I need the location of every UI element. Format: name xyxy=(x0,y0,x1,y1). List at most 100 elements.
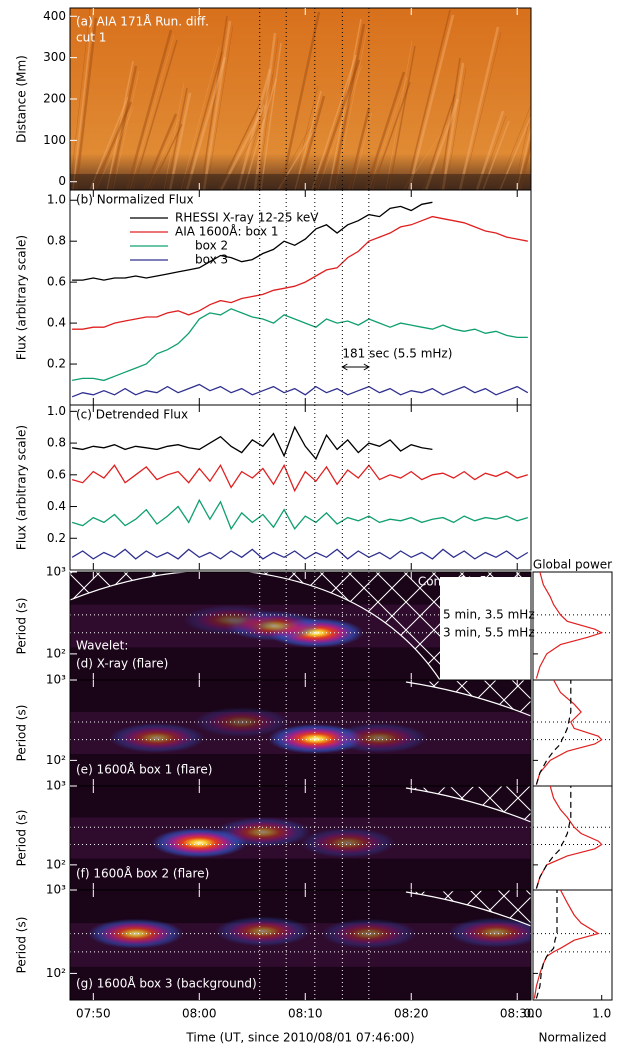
panel-title: (e) 1600Å box 1 (flare) xyxy=(76,762,212,777)
y-tick-label: 0.2 xyxy=(47,531,66,545)
global-power-title: Global power xyxy=(533,558,612,572)
y-tick-label: 10³ xyxy=(46,883,66,897)
image-streak xyxy=(462,31,502,190)
legend-label: box 3 xyxy=(195,253,228,267)
legend-label: AIA 1600Å: box 1 xyxy=(175,224,279,239)
cone-of-influence xyxy=(406,786,531,822)
image-streak xyxy=(518,137,531,190)
global-power-frame xyxy=(532,785,613,891)
y-tick-label: 0.6 xyxy=(47,467,66,481)
y-tick-label: 400 xyxy=(43,9,66,23)
wavelet-hotspot xyxy=(214,916,311,947)
y-tick-label: 0.2 xyxy=(47,357,66,371)
wavelet-hotspot xyxy=(320,918,417,949)
y-tick-label: 0.6 xyxy=(47,275,66,289)
y-axis-label: Distance (Mm) xyxy=(15,55,29,143)
series-line xyxy=(71,383,529,398)
image-streak xyxy=(132,39,178,190)
image-streak xyxy=(260,42,282,190)
wavelet-hotspot xyxy=(87,918,184,949)
cone-of-influence xyxy=(70,572,531,680)
x-tick-label: 07:50 xyxy=(76,1007,111,1021)
y-axis-label: Period (s) xyxy=(15,598,29,655)
panel-title: (b) Normalized Flux xyxy=(76,193,194,207)
cone-of-influence xyxy=(406,890,531,926)
image-streak xyxy=(236,68,272,190)
wavelet-hotspot xyxy=(331,722,428,753)
image-streak xyxy=(163,82,185,190)
image-streak xyxy=(202,20,232,190)
y-axis-label: Period (s) xyxy=(15,917,29,974)
wavelet-hotspot xyxy=(108,722,205,753)
y-tick-label: 0 xyxy=(58,174,66,188)
x-axis-label: Time (UT, since 2010/08/01 07:46:00) xyxy=(185,1031,414,1045)
image-streak xyxy=(257,37,279,190)
image-streak xyxy=(129,34,175,190)
x-tick-label: 0.0 xyxy=(523,1007,542,1021)
global-power-line xyxy=(535,786,603,889)
panel-frame xyxy=(69,889,532,1001)
image-streak xyxy=(317,64,363,190)
pretitle: Wavelet: xyxy=(76,639,128,653)
y-tick-label: 10³ xyxy=(46,673,66,687)
x-tick-label: 08:10 xyxy=(288,1007,323,1021)
image-streak xyxy=(328,18,362,190)
image-streak xyxy=(334,28,368,190)
image-streak xyxy=(513,111,531,190)
image-streak xyxy=(364,71,406,190)
y-tick-label: 0.8 xyxy=(47,436,66,450)
series-line xyxy=(71,463,528,493)
plot-area xyxy=(71,201,529,398)
panel-frame xyxy=(69,404,532,571)
series-line xyxy=(71,548,529,560)
image-streak xyxy=(240,73,274,190)
y-tick-label: 1.0 xyxy=(47,404,66,418)
y-axis-label: Flux (arbitrary scale) xyxy=(15,235,29,360)
global-power-frame xyxy=(532,889,613,1001)
wavelet-hotspot xyxy=(299,827,396,858)
global-power-line xyxy=(535,680,603,785)
coi-line xyxy=(405,891,531,927)
y-tick-label: 0.4 xyxy=(47,316,66,330)
legend-label: RHESSI X-ray 12-25 keV xyxy=(175,211,319,225)
global-power-line xyxy=(533,890,600,999)
panel-title: (d) X-ray (flare) xyxy=(76,657,168,671)
image-streak xyxy=(112,70,140,190)
y-tick-label: 10³ xyxy=(46,779,66,793)
panel-title: (f) 1600Å box 2 (flare) xyxy=(76,866,209,881)
image-streak xyxy=(74,17,98,190)
y-tick-label: 0.8 xyxy=(47,234,66,248)
y-tick-label: 10² xyxy=(46,966,66,980)
y-axis-label: Period (s) xyxy=(15,810,29,867)
series-line xyxy=(71,498,528,531)
wavelet-hotspot xyxy=(183,604,280,635)
image-streak xyxy=(291,85,319,190)
global-power-frame xyxy=(532,679,613,787)
image-streak xyxy=(458,26,500,190)
legend-label: box 2 xyxy=(195,239,228,253)
wavelet-hotspot xyxy=(214,817,311,848)
significance-line xyxy=(535,680,572,785)
image-streak xyxy=(253,32,277,190)
image-streak xyxy=(405,9,451,190)
coi-line xyxy=(405,681,531,717)
cone-of-influence xyxy=(406,680,531,716)
image-streak xyxy=(368,76,408,190)
x-axis-label: Normalized xyxy=(538,1031,606,1045)
plot-area xyxy=(71,425,529,560)
image-streak xyxy=(108,65,138,190)
image-streak xyxy=(294,90,322,190)
plot-area xyxy=(70,680,531,786)
y-tick-label: 200 xyxy=(43,92,66,106)
panel-subtitle: cut 1 xyxy=(76,31,106,45)
image-streak xyxy=(441,62,465,190)
image-streak xyxy=(125,29,173,190)
y-tick-label: 1.0 xyxy=(47,193,66,207)
x-tick-label: 1.0 xyxy=(592,1007,611,1021)
image-streak xyxy=(439,57,461,190)
significance-line xyxy=(535,786,572,889)
series-line xyxy=(71,308,528,382)
image-streak xyxy=(385,40,413,190)
image-streak xyxy=(407,14,455,190)
